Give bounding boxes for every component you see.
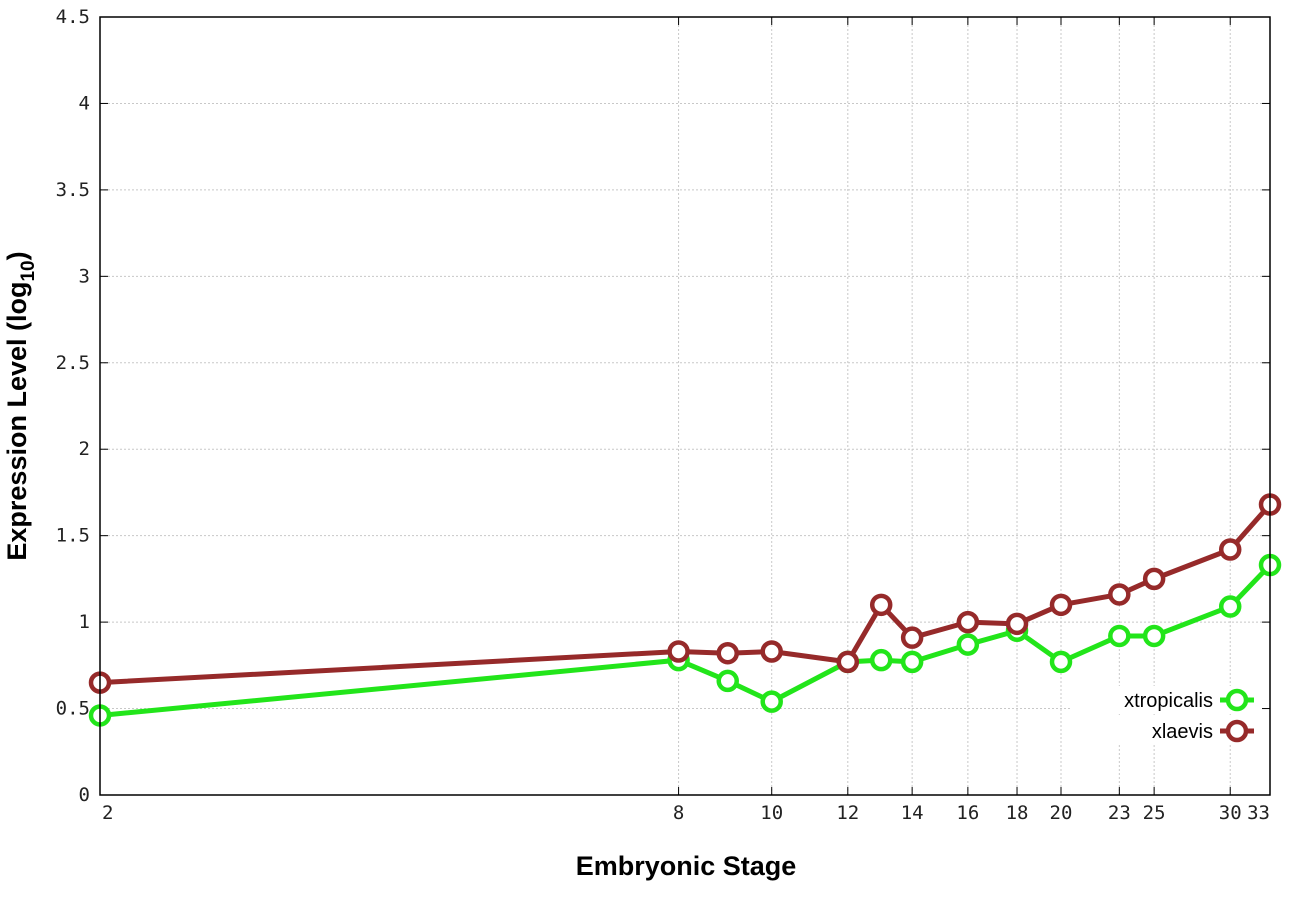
data-point-xlaevis xyxy=(1218,538,1242,561)
y-tick-label: 2.5 xyxy=(56,352,90,374)
data-point-xlaevis xyxy=(1142,567,1166,591)
data-point-xtropicalis xyxy=(760,690,783,713)
data-point-xtropicalis xyxy=(1108,624,1131,648)
legend-marker-xlaevis xyxy=(1225,719,1249,743)
y-axis-title: Expression Level (log10) xyxy=(2,251,39,560)
x-tick-label: 16 xyxy=(956,802,979,824)
data-point-xlaevis xyxy=(1005,612,1029,636)
x-tick-label: 14 xyxy=(901,802,924,824)
legend-marker-xtropicalis xyxy=(1225,688,1249,712)
data-point-xtropicalis xyxy=(1142,624,1166,648)
data-point-xtropicalis xyxy=(1049,650,1073,674)
data-point-xlaevis xyxy=(667,640,690,663)
data-point-xtropicalis xyxy=(716,669,739,693)
data-point-xlaevis xyxy=(716,641,739,665)
x-tick-label: 20 xyxy=(1050,802,1073,824)
x-tick-label: 10 xyxy=(760,802,783,824)
data-point-xtropicalis xyxy=(869,648,893,672)
x-tick-label: 12 xyxy=(836,802,859,824)
x-tick-label: 23 xyxy=(1108,802,1131,824)
y-tick-label: 2 xyxy=(79,438,90,460)
x-tick-label: 33 xyxy=(1247,802,1270,824)
series-group xyxy=(88,493,1282,727)
data-point-xtropicalis xyxy=(1218,595,1242,618)
data-point-xlaevis xyxy=(1108,583,1131,606)
legend-label-xlaevis: xlaevis xyxy=(1152,721,1213,743)
x-tick-label: 25 xyxy=(1143,802,1166,824)
data-point-xtropicalis xyxy=(900,650,924,674)
tick-labels: 0 0.5 1 1.5 2 2.5 3 3.5 4 4.5 2 8 10 12 14 16 18 20 23 25 30… xyxy=(56,6,1270,824)
y-axis-title-close: ) xyxy=(2,251,32,260)
y-tick-label: 4.5 xyxy=(56,6,90,28)
data-point-xlaevis xyxy=(900,626,924,649)
x-tick-label: 18 xyxy=(1006,802,1029,824)
x-tick-label: 30 xyxy=(1219,802,1242,824)
legend-label-xtropicalis: xtropicalis xyxy=(1124,690,1213,712)
data-point-xtropicalis xyxy=(956,633,980,656)
legend: xtropicalis xlaevis xyxy=(1072,686,1262,745)
x-tick-label: 8 xyxy=(673,802,684,824)
data-point-xlaevis xyxy=(869,593,893,617)
y-tick-label: 4 xyxy=(79,92,90,114)
y-tick-label: 0 xyxy=(79,784,90,806)
y-tick-label: 1.5 xyxy=(56,525,90,547)
data-point-xlaevis xyxy=(956,610,980,634)
data-point-xlaevis xyxy=(836,650,860,674)
data-point-xlaevis xyxy=(760,640,783,663)
plot-frame xyxy=(99,16,1271,796)
y-tick-label: 0.5 xyxy=(56,698,90,720)
y-axis-title-sub: 10 xyxy=(18,260,39,281)
y-tick-label: 3.5 xyxy=(56,179,90,201)
y-tick-label: 3 xyxy=(79,265,90,287)
x-axis-title: Embryonic Stage xyxy=(576,851,797,881)
y-tick-label: 1 xyxy=(79,611,90,633)
data-point-xlaevis xyxy=(1049,593,1073,617)
y-axis-title-main: Expression Level (log xyxy=(2,282,32,561)
x-tick-label: 2 xyxy=(102,802,113,824)
